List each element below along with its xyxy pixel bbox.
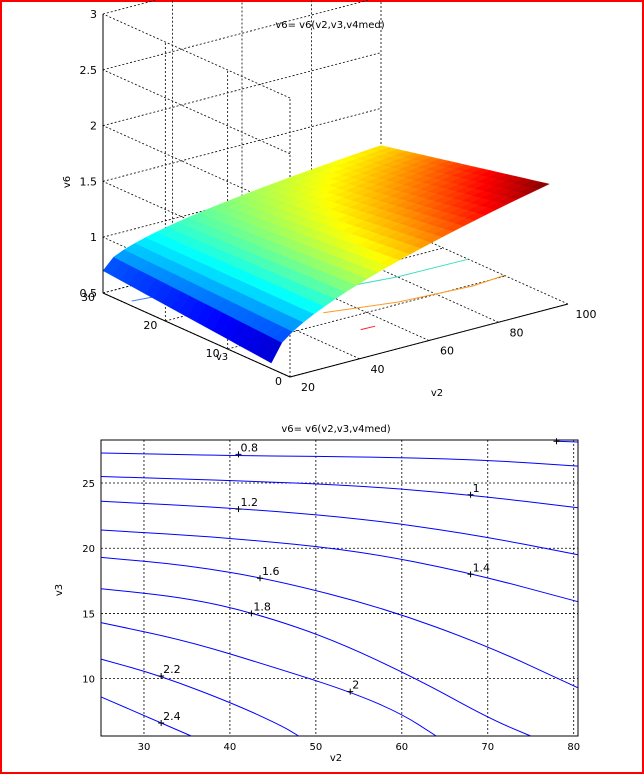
contour-label-marker: [553, 438, 560, 445]
contour-label-marker: [467, 571, 474, 578]
contour-xtick: 80: [567, 742, 580, 753]
contour-plot: v6= v6(v2,v3,v4med) 0.8 1 1.2 1.4 1.6 1.8 2 2.2…: [54, 424, 580, 764]
contour-line: [100, 556, 579, 689]
surface-axis-line: [289, 303, 569, 378]
contour-label-marker: [257, 575, 263, 582]
contour-label-marker: [248, 610, 255, 617]
contour-line: [556, 440, 579, 443]
contour-title: v6= v6(v2,v3,v4med): [281, 424, 390, 435]
contour-ytick: 15: [82, 609, 95, 620]
contour-xtick: 60: [395, 742, 408, 753]
contour-line: [100, 500, 579, 556]
contour-xtick: 50: [309, 742, 322, 753]
contour-level-label: 2.2: [163, 663, 181, 676]
contour-ytick: 20: [82, 544, 95, 555]
surface-gridline: [102, 69, 291, 155]
surface-xtick: 100: [576, 308, 597, 321]
contour-line: [100, 622, 437, 737]
surface-projected-contour: [323, 274, 505, 314]
contour-level-label: 2.4: [163, 710, 181, 723]
surface-ztick: 3: [90, 8, 97, 21]
surface-zlabel: v6: [62, 176, 73, 188]
contour-xlabel: v2: [330, 753, 342, 764]
contour-ytick: 10: [82, 675, 95, 686]
surface-xtick: 20: [301, 381, 315, 394]
surface-xtick: 40: [371, 363, 385, 376]
surface-plot: v6= v6(v2,v3,v4med) 20 40 60 80 100 0 10 20 300.…: [62, 0, 597, 399]
contour-level-label: 1.4: [473, 561, 491, 574]
contour-level-label: 0.8: [241, 441, 259, 454]
contour-label-marker: [158, 719, 165, 726]
contour-grid: [101, 440, 578, 736]
surface-ytick: 20: [143, 319, 157, 332]
surface-ytick: 30: [81, 291, 95, 304]
contour-level-label: 1.8: [253, 600, 270, 613]
surface-title: v6= v6(v2,v3,v4med): [275, 20, 384, 31]
surface-gridline: [102, 13, 291, 99]
surface-xtick: 80: [510, 326, 524, 339]
contour-level-labels: 0.8 1 1.2 1.4 1.6 1.8 2 2.2 2.4: [158, 438, 560, 726]
contour-level-label: 1.2: [241, 496, 259, 509]
contour-label-marker: [158, 673, 165, 680]
surface-ytick: 10: [206, 347, 220, 360]
contour-tick-labels: 30 40 50 60 70 80 10 15 20 25: [82, 479, 580, 753]
surface-axes: [102, 14, 569, 378]
surface-ztick: 1.5: [80, 175, 98, 188]
surface-projected-contour: [360, 325, 376, 331]
contour-line: [100, 696, 192, 737]
contour-ylabel: v3: [54, 584, 65, 596]
contour-axes-box: [100, 439, 579, 737]
contour-level-label: 1: [473, 482, 480, 495]
surface-ztick: 2: [90, 120, 97, 133]
contour-level-label: 1.6: [262, 565, 280, 578]
surface-tick-labels: 20 40 60 80 100 0 10 20 300.5 1 1.5 2 2.5 3: [80, 8, 597, 394]
surface-ylabel: v3: [216, 352, 228, 363]
contour-lines: [100, 440, 579, 737]
surface-xtick: 60: [440, 345, 454, 358]
contour-label-marker: [347, 688, 354, 695]
contour-line: [100, 452, 579, 467]
surface-ztick: 1: [90, 231, 97, 244]
contour-xtick: 70: [481, 742, 494, 753]
contour-line: [100, 529, 579, 603]
contour-line: [100, 588, 531, 737]
surface-mesh: [102, 145, 550, 364]
contour-level-label: 2: [352, 679, 359, 692]
surface-axis-line: [102, 292, 291, 378]
contour-line: [100, 476, 579, 509]
surface-ytick: 0: [275, 375, 282, 388]
contour-label-marker: [235, 451, 242, 458]
contour-xtick: 40: [224, 742, 237, 753]
surface-ztick: 2.5: [80, 64, 98, 77]
surface-face: [529, 181, 550, 190]
contour-line: [100, 658, 299, 737]
contour-xtick: 30: [138, 742, 151, 753]
contour-label-marker: [235, 506, 242, 513]
contour-label-marker: [467, 491, 474, 498]
contour-ytick: 25: [82, 479, 95, 490]
surface-ztick: 0.5: [80, 287, 98, 300]
surface-xlabel: v2: [431, 388, 443, 399]
